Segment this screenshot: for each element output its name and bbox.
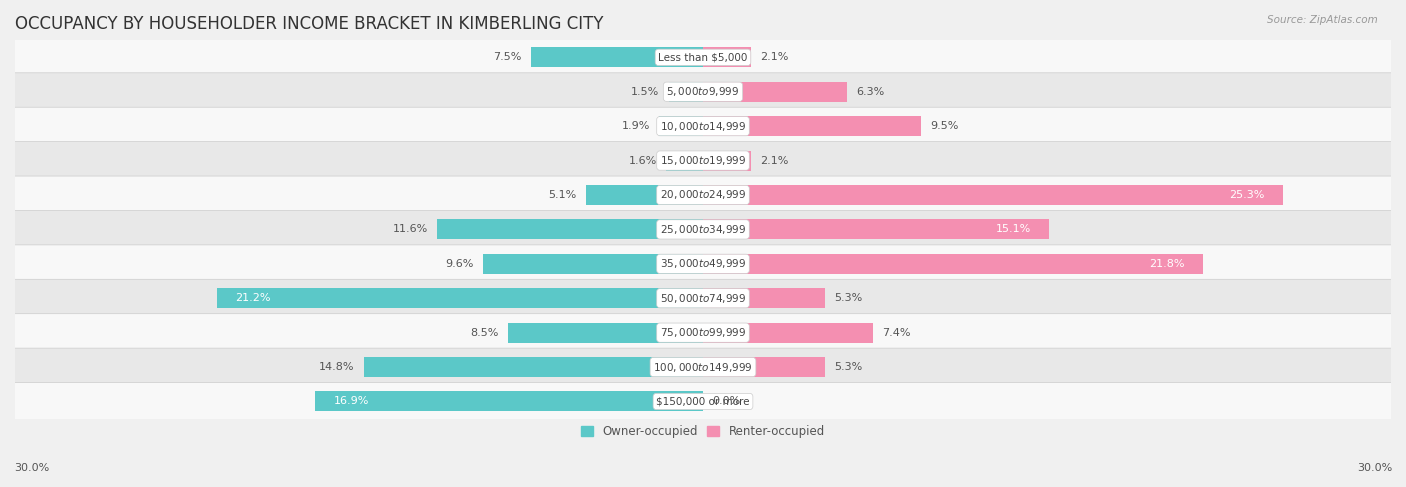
Text: $20,000 to $24,999: $20,000 to $24,999 (659, 188, 747, 202)
Bar (586, 185, 703, 205)
Text: $5,000 to $9,999: $5,000 to $9,999 (666, 85, 740, 98)
FancyBboxPatch shape (14, 210, 1392, 248)
Text: 9.6%: 9.6% (446, 259, 474, 269)
Text: 16.9%: 16.9% (333, 396, 370, 407)
Text: 8.5%: 8.5% (471, 328, 499, 337)
Bar (703, 357, 824, 377)
FancyBboxPatch shape (14, 38, 1392, 76)
Text: 25.3%: 25.3% (1229, 190, 1265, 200)
Text: 21.8%: 21.8% (1149, 259, 1185, 269)
Text: $25,000 to $34,999: $25,000 to $34,999 (659, 223, 747, 236)
Text: 14.8%: 14.8% (319, 362, 354, 372)
FancyBboxPatch shape (14, 245, 1392, 283)
Bar (703, 185, 1284, 205)
FancyBboxPatch shape (14, 280, 1392, 317)
Text: 1.5%: 1.5% (631, 87, 659, 97)
FancyBboxPatch shape (14, 73, 1392, 111)
Text: 6.3%: 6.3% (856, 87, 884, 97)
Text: OCCUPANCY BY HOUSEHOLDER INCOME BRACKET IN KIMBERLING CITY: OCCUPANCY BY HOUSEHOLDER INCOME BRACKET … (15, 15, 603, 33)
FancyBboxPatch shape (14, 142, 1392, 180)
Bar (482, 254, 703, 274)
FancyBboxPatch shape (14, 348, 1392, 386)
Bar (659, 116, 703, 136)
Text: $35,000 to $49,999: $35,000 to $49,999 (659, 257, 747, 270)
Text: 15.1%: 15.1% (995, 225, 1031, 234)
FancyBboxPatch shape (14, 107, 1392, 145)
Bar (703, 150, 751, 170)
Text: 5.1%: 5.1% (548, 190, 576, 200)
Bar (703, 254, 1204, 274)
Bar (666, 150, 703, 170)
Bar (437, 220, 703, 240)
Text: 7.5%: 7.5% (494, 52, 522, 62)
Bar (508, 323, 703, 343)
Text: 11.6%: 11.6% (392, 225, 427, 234)
Bar (703, 82, 848, 102)
Text: 1.6%: 1.6% (628, 155, 657, 166)
Bar (703, 47, 751, 67)
Text: 0.0%: 0.0% (713, 396, 741, 407)
Bar (703, 220, 1049, 240)
Text: 9.5%: 9.5% (929, 121, 959, 131)
Text: 2.1%: 2.1% (761, 52, 789, 62)
FancyBboxPatch shape (14, 176, 1392, 214)
Bar (703, 323, 873, 343)
Text: 5.3%: 5.3% (834, 362, 862, 372)
Bar (703, 116, 921, 136)
Bar (217, 288, 703, 308)
Text: Less than $5,000: Less than $5,000 (658, 52, 748, 62)
Text: $10,000 to $14,999: $10,000 to $14,999 (659, 120, 747, 132)
Bar (531, 47, 703, 67)
Text: 1.9%: 1.9% (621, 121, 650, 131)
Text: Source: ZipAtlas.com: Source: ZipAtlas.com (1267, 15, 1378, 25)
Text: $150,000 or more: $150,000 or more (657, 396, 749, 407)
Bar (364, 357, 703, 377)
Text: $100,000 to $149,999: $100,000 to $149,999 (654, 360, 752, 374)
FancyBboxPatch shape (14, 314, 1392, 352)
Bar (669, 82, 703, 102)
Text: 30.0%: 30.0% (14, 463, 49, 472)
Legend: Owner-occupied, Renter-occupied: Owner-occupied, Renter-occupied (576, 421, 830, 443)
Text: $75,000 to $99,999: $75,000 to $99,999 (659, 326, 747, 339)
Text: 5.3%: 5.3% (834, 293, 862, 303)
Text: $15,000 to $19,999: $15,000 to $19,999 (659, 154, 747, 167)
Text: 30.0%: 30.0% (1357, 463, 1392, 472)
FancyBboxPatch shape (14, 383, 1392, 420)
Bar (703, 288, 824, 308)
Text: 2.1%: 2.1% (761, 155, 789, 166)
Bar (315, 392, 703, 412)
Text: 7.4%: 7.4% (882, 328, 910, 337)
Text: $50,000 to $74,999: $50,000 to $74,999 (659, 292, 747, 305)
Text: 21.2%: 21.2% (235, 293, 271, 303)
